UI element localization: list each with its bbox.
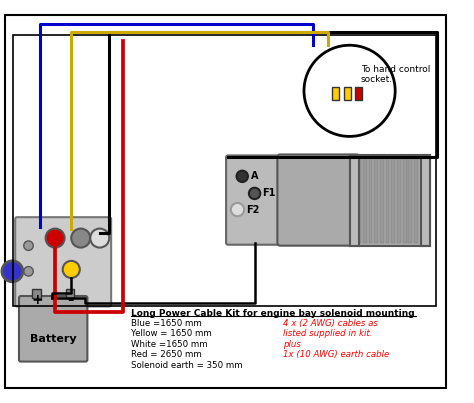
- Circle shape: [237, 170, 248, 182]
- Bar: [369, 158, 373, 243]
- Bar: [344, 87, 351, 100]
- Bar: [32, 289, 41, 298]
- Text: -: -: [67, 292, 73, 307]
- Text: A: A: [251, 171, 258, 181]
- Text: Battery: Battery: [30, 334, 76, 344]
- Text: White =1650 mm: White =1650 mm: [131, 340, 208, 349]
- FancyBboxPatch shape: [277, 154, 359, 246]
- Text: Solenoid earth = 350 mm: Solenoid earth = 350 mm: [131, 361, 243, 370]
- Text: Red = 2650 mm: Red = 2650 mm: [131, 350, 202, 359]
- Bar: [421, 156, 430, 246]
- Circle shape: [46, 229, 64, 247]
- Text: 1x (10 AWG) earth cable: 1x (10 AWG) earth cable: [283, 350, 389, 359]
- Circle shape: [71, 229, 90, 247]
- Text: 4 x (2 AWG) cables as: 4 x (2 AWG) cables as: [283, 319, 378, 328]
- Text: F2: F2: [246, 205, 259, 214]
- Bar: [65, 289, 74, 298]
- Text: Long Power Cable Kit for engine bay solenoid mounting: Long Power Cable Kit for engine bay sole…: [131, 310, 415, 318]
- Bar: [386, 158, 390, 243]
- FancyBboxPatch shape: [19, 296, 87, 361]
- FancyBboxPatch shape: [15, 217, 111, 306]
- Text: socket.: socket.: [361, 75, 393, 84]
- Bar: [350, 156, 359, 246]
- Bar: [13, 35, 436, 305]
- Bar: [414, 158, 418, 243]
- Circle shape: [63, 261, 80, 278]
- Bar: [392, 158, 395, 243]
- Bar: [409, 158, 412, 243]
- Text: F1: F1: [262, 189, 275, 198]
- Bar: [332, 87, 339, 100]
- Circle shape: [304, 45, 395, 137]
- Bar: [356, 87, 362, 100]
- Text: Yellow = 1650 mm: Yellow = 1650 mm: [131, 329, 212, 338]
- Bar: [350, 156, 430, 246]
- Bar: [363, 158, 367, 243]
- FancyBboxPatch shape: [226, 156, 294, 245]
- Text: To hand control: To hand control: [361, 65, 430, 75]
- Bar: [397, 158, 401, 243]
- Text: listed supplied in kit.: listed supplied in kit.: [283, 329, 373, 338]
- Circle shape: [24, 266, 33, 276]
- Bar: [357, 158, 361, 243]
- Text: plus: plus: [283, 340, 301, 349]
- Text: Blue =1650 mm: Blue =1650 mm: [131, 319, 202, 328]
- Text: +: +: [31, 293, 43, 307]
- Bar: [403, 158, 407, 243]
- Circle shape: [24, 241, 33, 250]
- Circle shape: [231, 203, 244, 216]
- Circle shape: [2, 261, 23, 282]
- Bar: [374, 158, 378, 243]
- Circle shape: [90, 229, 109, 247]
- Bar: [380, 158, 384, 243]
- Circle shape: [249, 188, 260, 199]
